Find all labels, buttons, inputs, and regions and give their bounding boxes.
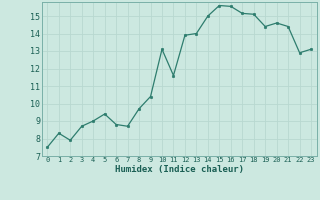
X-axis label: Humidex (Indice chaleur): Humidex (Indice chaleur) (115, 165, 244, 174)
